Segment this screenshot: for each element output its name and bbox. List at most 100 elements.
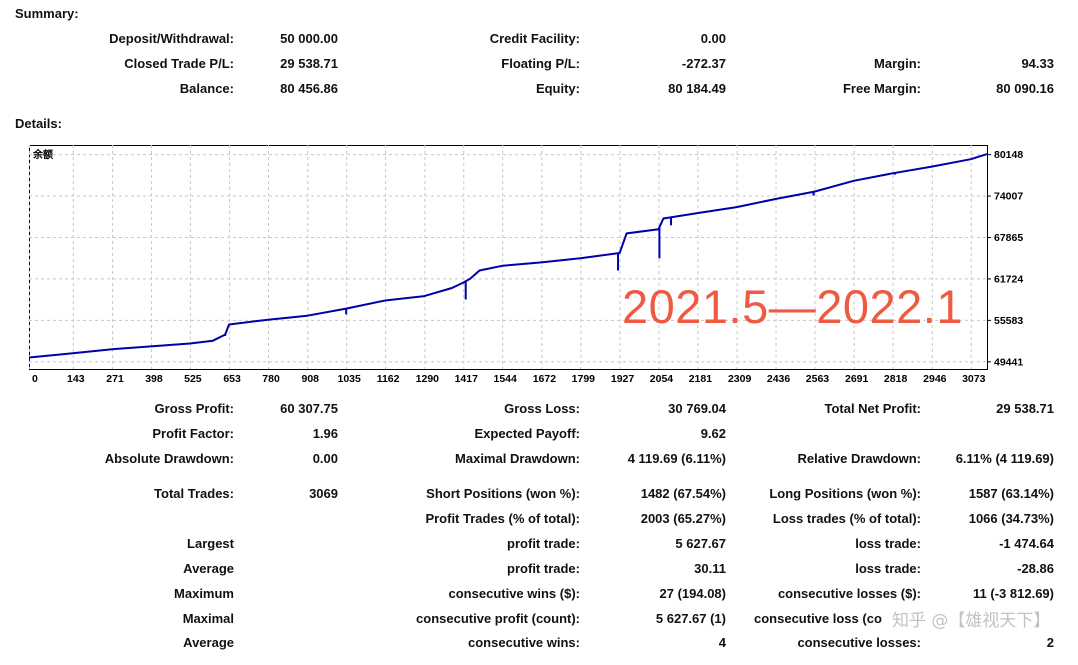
profit-trades-value: 2003 (65.27%) xyxy=(640,511,726,526)
avg-consec-losses-label: consecutive losses: xyxy=(797,635,921,650)
expected-payoff-value: 9.62 xyxy=(700,426,726,441)
y-tick-label: 67865 xyxy=(994,232,1023,244)
total-trades-value: 3069 xyxy=(309,486,338,501)
details-title: Details: xyxy=(15,116,62,131)
x-tick-label: 780 xyxy=(262,373,280,385)
total-trades-label: Total Trades: xyxy=(154,486,234,501)
avg-consec-wins-label: consecutive wins: xyxy=(468,635,580,650)
equity-label: Equity: xyxy=(535,81,580,96)
x-tick-label: 2309 xyxy=(728,373,752,385)
closed-pl-value: 29 538.71 xyxy=(280,56,338,71)
summary-title: Summary: xyxy=(15,6,79,21)
balance-chart: 0 143 271 398 525 653 780 908 1035 1162 1290 1417 15… xyxy=(29,145,1078,385)
y-tick-label: 61724 xyxy=(994,273,1023,285)
period-overlay-text: 2021.5—2022.1 xyxy=(622,280,964,333)
x-tick-label: 653 xyxy=(223,373,241,385)
avg-consec-wins-value: 4 xyxy=(718,635,726,650)
average-loss-value: -28.86 xyxy=(1017,561,1054,576)
x-tick-label: 2691 xyxy=(845,373,869,385)
x-tick-label: 2181 xyxy=(689,373,713,385)
x-tick-label: 2436 xyxy=(767,373,791,385)
average-profit-value: 30.11 xyxy=(694,561,726,576)
balance-line xyxy=(29,153,988,359)
maximal-drawdown-value: 4 119.69 (6.11%) xyxy=(627,451,726,466)
largest-loss-label: loss trade: xyxy=(855,536,921,551)
gross-loss-label: Gross Loss: xyxy=(504,401,580,416)
maximum-label: Maximum xyxy=(174,586,234,601)
largest-profit-label: profit trade: xyxy=(507,536,580,551)
x-tick-label: 1290 xyxy=(416,373,440,385)
maximal-consec-loss-label: consecutive loss (co xyxy=(754,611,882,626)
average-loss-label: loss trade: xyxy=(855,561,921,576)
x-tick-label: 1927 xyxy=(611,373,635,385)
gross-profit-value: 60 307.75 xyxy=(280,401,338,416)
relative-drawdown-value: 6.11% (4 119.69) xyxy=(955,451,1054,466)
maximal-label: Maximal xyxy=(182,611,234,626)
average-profit-label: profit trade: xyxy=(507,561,580,576)
balance-chart-svg: 0 143 271 398 525 653 780 908 1035 1162 1290 1417 15… xyxy=(29,145,1023,385)
max-consec-losses-label: consecutive losses ($): xyxy=(777,586,921,601)
total-net-profit-value: 29 538.71 xyxy=(996,401,1054,416)
floating-pl-label: Floating P/L: xyxy=(501,56,580,71)
x-tick-label: 271 xyxy=(106,373,124,385)
x-tick-label: 908 xyxy=(302,373,320,385)
gross-loss-value: 30 769.04 xyxy=(668,401,726,416)
loss-trades-label: Loss trades (% of total): xyxy=(772,511,921,526)
x-tick-label: 2563 xyxy=(806,373,830,385)
average2-label: Average xyxy=(183,635,234,650)
free-margin-label: Free Margin: xyxy=(842,81,921,96)
equity-value: 80 184.49 xyxy=(668,81,726,96)
total-net-profit-label: Total Net Profit: xyxy=(824,401,921,416)
y-tick-label: 80148 xyxy=(994,149,1023,161)
balance-label: Balance: xyxy=(179,81,234,96)
margin-label: Margin: xyxy=(874,56,921,71)
short-positions-value: 1482 (67.54%) xyxy=(640,486,726,501)
largest-loss-value: -1 474.64 xyxy=(999,536,1054,551)
maximal-consec-profit-value: 5 627.67 (1) xyxy=(655,611,726,626)
short-positions-label: Short Positions (won %): xyxy=(426,486,580,501)
x-tick-label: 2054 xyxy=(650,373,674,385)
x-tick-label: 1544 xyxy=(493,373,517,385)
x-tick-label: 1672 xyxy=(533,373,557,385)
gross-profit-label: Gross Profit: xyxy=(154,401,234,416)
max-consec-wins-label: consecutive wins ($): xyxy=(448,586,580,601)
x-tick-label: 0 xyxy=(32,373,38,385)
credit-label: Credit Facility: xyxy=(489,31,580,46)
x-tick-label: 1417 xyxy=(455,373,479,385)
absolute-drawdown-value: 0.00 xyxy=(312,451,338,466)
max-consec-losses-value: 11 (-3 812.69) xyxy=(973,586,1054,601)
largest-label: Largest xyxy=(187,536,234,551)
balance-value: 80 456.86 xyxy=(280,81,338,96)
y-tick-label: 74007 xyxy=(994,191,1023,203)
largest-profit-value: 5 627.67 xyxy=(675,536,726,551)
x-tick-label: 1799 xyxy=(572,373,596,385)
x-tick-label: 143 xyxy=(67,373,85,385)
average-label: Average xyxy=(183,561,234,576)
chart-legend-label: 余额 xyxy=(32,148,53,161)
profit-trades-label: Profit Trades (% of total): xyxy=(425,511,580,526)
deposit-value: 50 000.00 xyxy=(280,31,338,46)
plot-frame xyxy=(29,145,988,370)
y-tick-label: 49441 xyxy=(994,356,1023,368)
y-tick-label: 55583 xyxy=(994,315,1023,327)
expected-payoff-label: Expected Payoff: xyxy=(474,426,580,441)
long-positions-label: Long Positions (won %): xyxy=(769,486,921,501)
zhihu-watermark: 知乎 @【雄视天下】 xyxy=(892,611,1051,631)
x-tick-label: 2946 xyxy=(923,373,947,385)
profit-factor-value: 1.96 xyxy=(312,426,338,441)
x-tick-label: 525 xyxy=(184,373,202,385)
absolute-drawdown-label: Absolute Drawdown: xyxy=(104,451,234,466)
closed-pl-label: Closed Trade P/L: xyxy=(124,56,234,71)
x-tick-label: 1162 xyxy=(377,373,400,385)
deposit-label: Deposit/Withdrawal: xyxy=(109,31,234,46)
credit-value: 0.00 xyxy=(700,31,726,46)
maximal-drawdown-label: Maximal Drawdown: xyxy=(455,451,580,466)
floating-pl-value: -272.37 xyxy=(681,56,726,71)
free-margin-value: 80 090.16 xyxy=(996,81,1054,96)
x-tick-label: 1035 xyxy=(338,373,362,385)
avg-consec-losses-value: 2 xyxy=(1046,635,1054,650)
x-tick-label: 3073 xyxy=(962,373,986,385)
loss-trades-value: 1066 (34.73%) xyxy=(968,511,1054,526)
long-positions-value: 1587 (63.14%) xyxy=(968,486,1054,501)
x-tick-label: 2818 xyxy=(884,373,908,385)
